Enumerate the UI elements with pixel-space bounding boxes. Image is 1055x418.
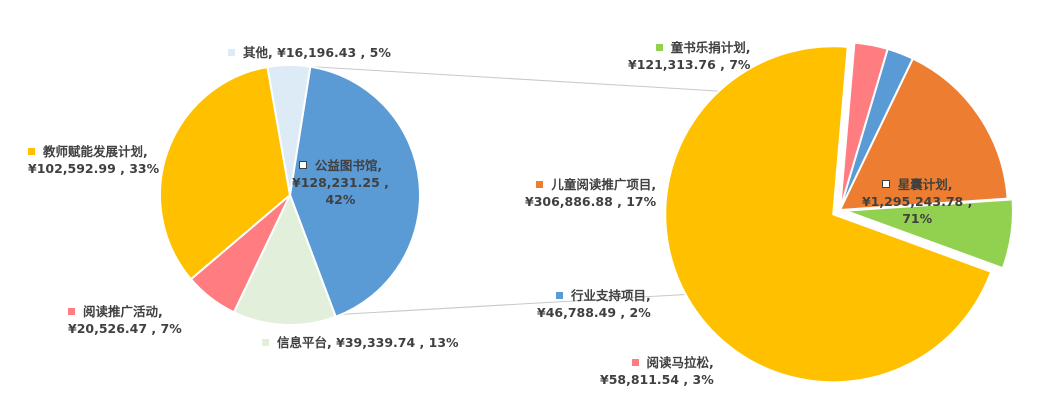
label-book-donation: 童书乐捐计划, ¥121,313.76 , 7% [628, 40, 751, 72]
legend-swatch-xingnang [881, 180, 890, 188]
legend-swatch-industry [556, 292, 563, 299]
connector-line-top [310, 66, 722, 92]
label-reading-promo-activity: 阅读推广活动, ¥20,526.47 , 7% [68, 304, 182, 336]
label-info-platform: 信息平台, ¥39,339.74 , 13% [262, 334, 459, 351]
label-reading-marathon: 阅读马拉松, ¥58,811.54 , 3% [600, 355, 714, 387]
right-pie-slice-3 [838, 57, 1009, 212]
left-pie-slice-4 [266, 64, 312, 196]
label-xingnang-plan: 星囊计划, ¥1,295,243.78 , 71% [862, 177, 973, 226]
legend-swatch-marathon [631, 359, 639, 366]
label-other: 其他, ¥16,196.43 , 5% [228, 44, 391, 61]
label-gongyi-library: 公益图书馆, ¥128,231.25 , 42% [292, 158, 389, 207]
legend-swatch-donation [655, 44, 663, 51]
legend-swatch-info [262, 339, 269, 346]
connector-line-bottom [329, 293, 695, 316]
label-children-reading-project: 儿童阅读推广项目, ¥306,886.88 , 17% [525, 177, 657, 209]
legend-swatch-reading-promo [68, 308, 75, 315]
right-pie-slice-4 [844, 198, 1014, 270]
right-pie-slice-0 [664, 45, 993, 384]
left-pie-slice-0 [288, 65, 421, 318]
legend-swatch-teacher [28, 148, 35, 155]
left-pie-slice-3 [159, 65, 292, 281]
legend-swatch-gongyi [298, 161, 307, 169]
legend-swatch-other [228, 49, 235, 56]
left-pie-slice-1 [232, 192, 337, 326]
legend-swatch-children [536, 181, 544, 188]
label-industry-support: 行业支持项目, ¥46,788.49 , 2% [537, 288, 651, 320]
label-teacher-program: 教师赋能发展计划, ¥102,592.99 , 33% [28, 144, 160, 176]
